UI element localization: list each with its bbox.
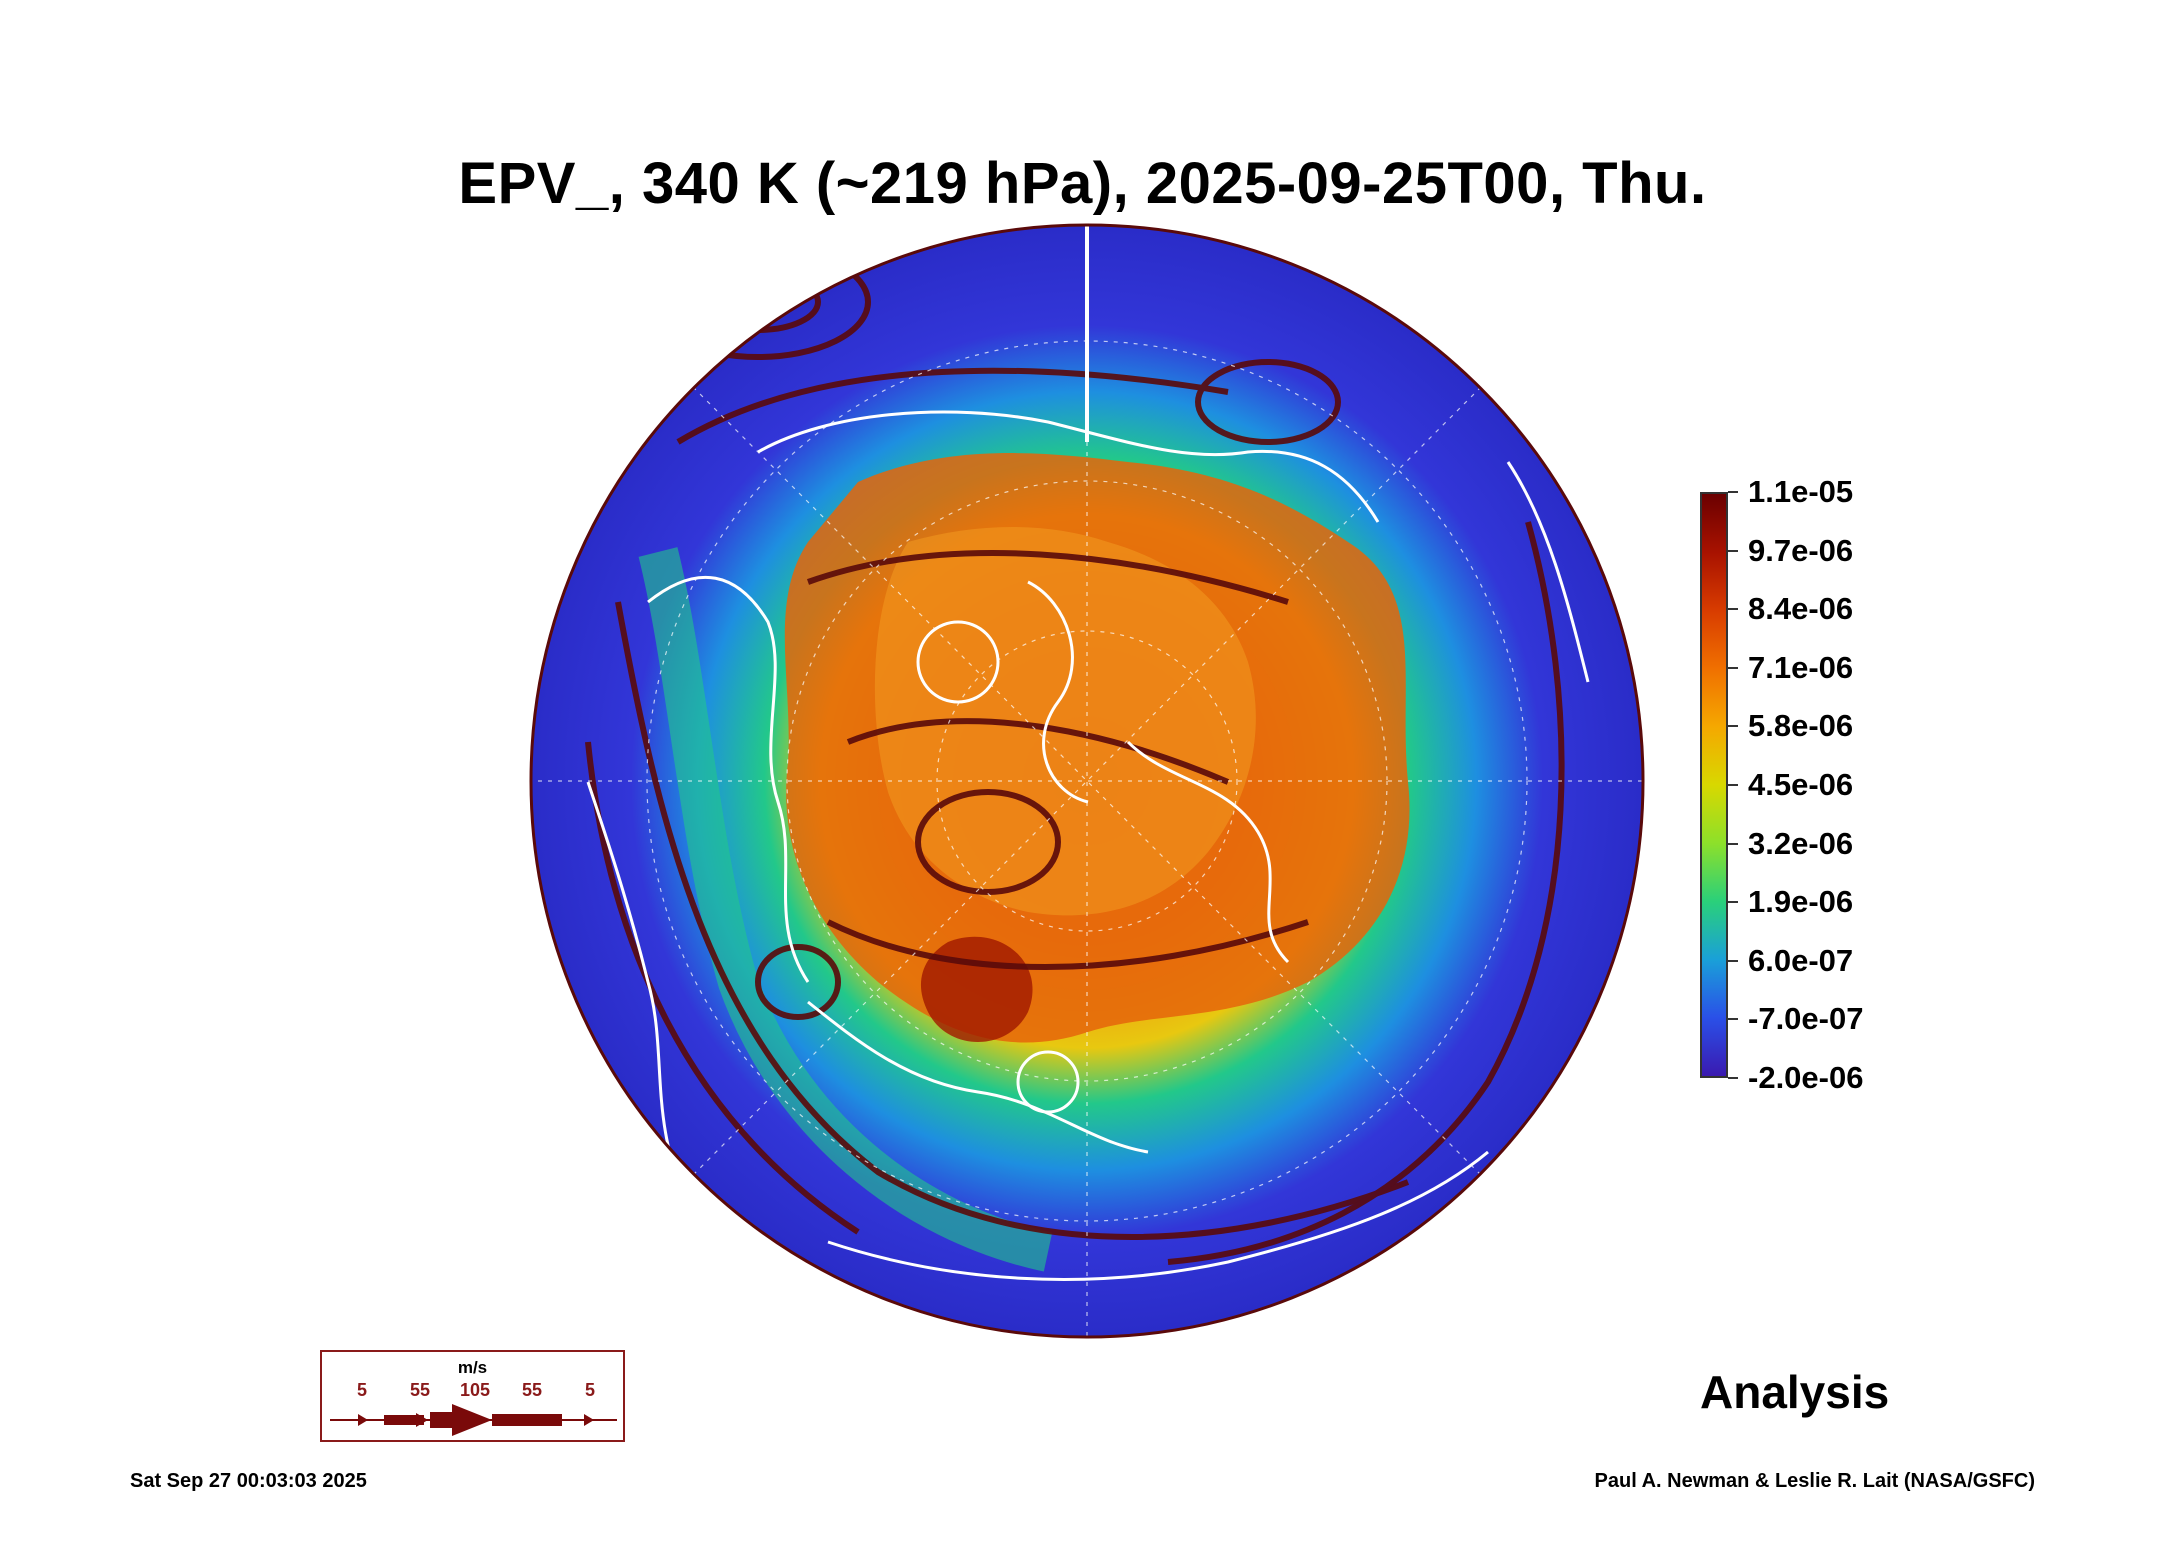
wind-legend-unit: m/s [457, 1358, 488, 1377]
colorbar-tick [1728, 608, 1738, 611]
colorbar-tick [1728, 491, 1738, 493]
colorbar-tick [1728, 1018, 1738, 1021]
colorbar [1700, 492, 1728, 1078]
pv-streamer [638, 547, 1053, 1272]
wind-arrow-scale [330, 1404, 617, 1436]
globe-svg [529, 223, 1645, 1339]
colorbar-tick [1728, 959, 1738, 962]
analysis-label: Analysis [1700, 1366, 1890, 1418]
colorbar-tick-label: 6.0e-07 [1748, 942, 1854, 978]
colorbar-tick-label: -7.0e-07 [1748, 1001, 1864, 1037]
map-title: EPV_, 340 K (~219 hPa), 2025-09-25T00, T… [458, 151, 1707, 216]
globe-outline [529, 223, 1645, 1339]
colorbar-tick [1728, 549, 1738, 552]
credit: Paul A. Newman & Leslie R. Lait (NASA/GS… [1594, 1470, 2035, 1492]
colorbar-tick [1728, 1077, 1738, 1079]
colorbar-tick [1728, 901, 1738, 904]
colorbar-tick-label: 7.1e-06 [1748, 649, 1854, 685]
timestamp: Sat Sep 27 00:03:03 2025 [130, 1470, 367, 1492]
wind-legend-value: 55 [409, 1380, 431, 1400]
colorbar-tick [1728, 842, 1738, 845]
colorbar-tick [1728, 725, 1738, 728]
colorbar-tick-label: 9.7e-06 [1748, 532, 1854, 568]
wind-legend-value: 55 [521, 1380, 543, 1400]
wind-legend-value: 105 [459, 1380, 491, 1400]
colorbar-tick [1728, 784, 1738, 786]
coastlines [586, 410, 1590, 1281]
colorbar-tick-label: -2.0e-06 [1748, 1060, 1864, 1095]
colorbar-tick-label: 1.1e-05 [1748, 474, 1854, 509]
wind-legend: m/s 5 55 105 55 5 [320, 1350, 625, 1442]
colorbar-tick [1728, 666, 1738, 669]
streamlines [585, 244, 1565, 1265]
colorbar-tick-label: 5.8e-06 [1748, 708, 1854, 744]
colorbar-tick-label: 3.2e-06 [1748, 825, 1854, 861]
colorbar-tick-label: 4.5e-06 [1748, 767, 1854, 802]
colorbar-tick-label: 8.4e-06 [1748, 591, 1854, 627]
wind-legend-value: 5 [356, 1380, 368, 1400]
wind-legend-value: 5 [584, 1380, 596, 1400]
colorbar-tick-label: 1.9e-06 [1748, 884, 1854, 920]
globe-map [528, 222, 1646, 1340]
